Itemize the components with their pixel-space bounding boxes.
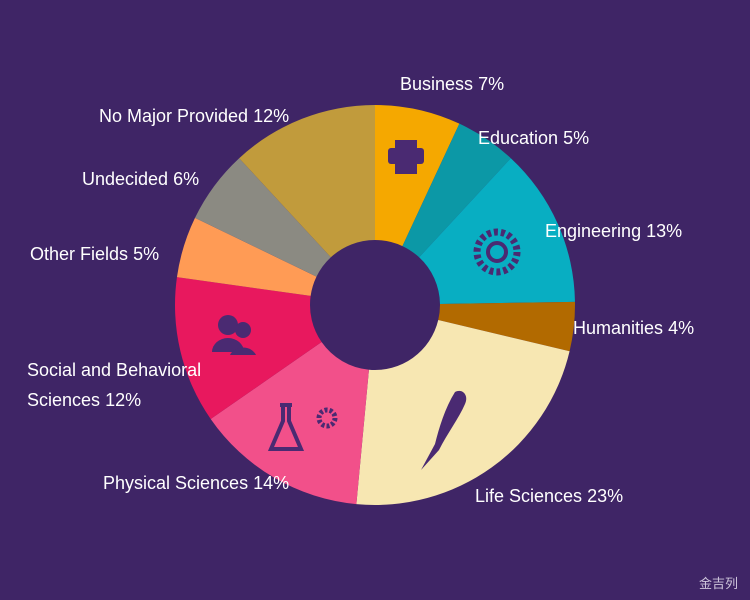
donut-slice bbox=[175, 277, 322, 420]
icon bbox=[212, 338, 244, 352]
slice-label: Undecided 6% bbox=[82, 164, 199, 194]
slice-label: No Major Provided 12% bbox=[99, 101, 289, 131]
value-label: 6% bbox=[173, 169, 200, 189]
category-label: Education bbox=[478, 128, 559, 148]
slice-label: Education 5% bbox=[478, 123, 589, 153]
donut-slice bbox=[194, 158, 331, 277]
icon bbox=[267, 403, 305, 451]
watermark: 金吉列 bbox=[698, 576, 738, 591]
category-label: Social and Behavioral Sciences bbox=[27, 360, 202, 410]
category-label: Undecided bbox=[82, 169, 169, 189]
icon bbox=[388, 148, 424, 164]
slice-label: Humanities 4% bbox=[573, 313, 694, 343]
icon bbox=[486, 241, 508, 263]
slice-label: Physical Sciences 14% bbox=[103, 468, 289, 498]
icon bbox=[316, 407, 338, 429]
icon bbox=[218, 315, 238, 335]
slice-label: Business 7% bbox=[400, 69, 504, 99]
value-label: 12% bbox=[253, 106, 290, 126]
category-label: Life Sciences bbox=[475, 486, 583, 506]
donut-slice bbox=[176, 217, 317, 296]
value-label: 13% bbox=[646, 221, 683, 241]
value-label: 5% bbox=[563, 128, 590, 148]
slice-label: Engineering 13% bbox=[545, 216, 682, 246]
category-label: Humanities bbox=[573, 318, 664, 338]
value-label: 23% bbox=[587, 486, 624, 506]
slice-label: Life Sciences 23% bbox=[475, 481, 623, 511]
donut-slice bbox=[402, 123, 511, 258]
icon bbox=[421, 390, 467, 470]
value-label: 7% bbox=[478, 74, 505, 94]
slice-label: Other Fields 5% bbox=[30, 239, 159, 269]
category-label: Other Fields bbox=[30, 244, 129, 264]
icon bbox=[395, 164, 417, 174]
icon bbox=[395, 140, 417, 148]
value-label: 12% bbox=[105, 390, 142, 410]
category-label: Business bbox=[400, 74, 474, 94]
icon bbox=[473, 228, 521, 276]
category-label: Physical Sciences bbox=[103, 473, 249, 493]
donut-slice bbox=[356, 320, 570, 506]
category-label: No Major Provided bbox=[99, 106, 249, 126]
value-label: 5% bbox=[133, 244, 160, 264]
donut-slice bbox=[239, 105, 375, 258]
value-label: 14% bbox=[253, 473, 290, 493]
value-label: 4% bbox=[668, 318, 695, 338]
icon bbox=[235, 322, 251, 338]
donut-slice bbox=[438, 301, 575, 352]
category-label: Engineering bbox=[545, 221, 642, 241]
icon bbox=[230, 347, 256, 355]
slice-label: Social and Behavioral Sciences 12% bbox=[27, 355, 242, 415]
